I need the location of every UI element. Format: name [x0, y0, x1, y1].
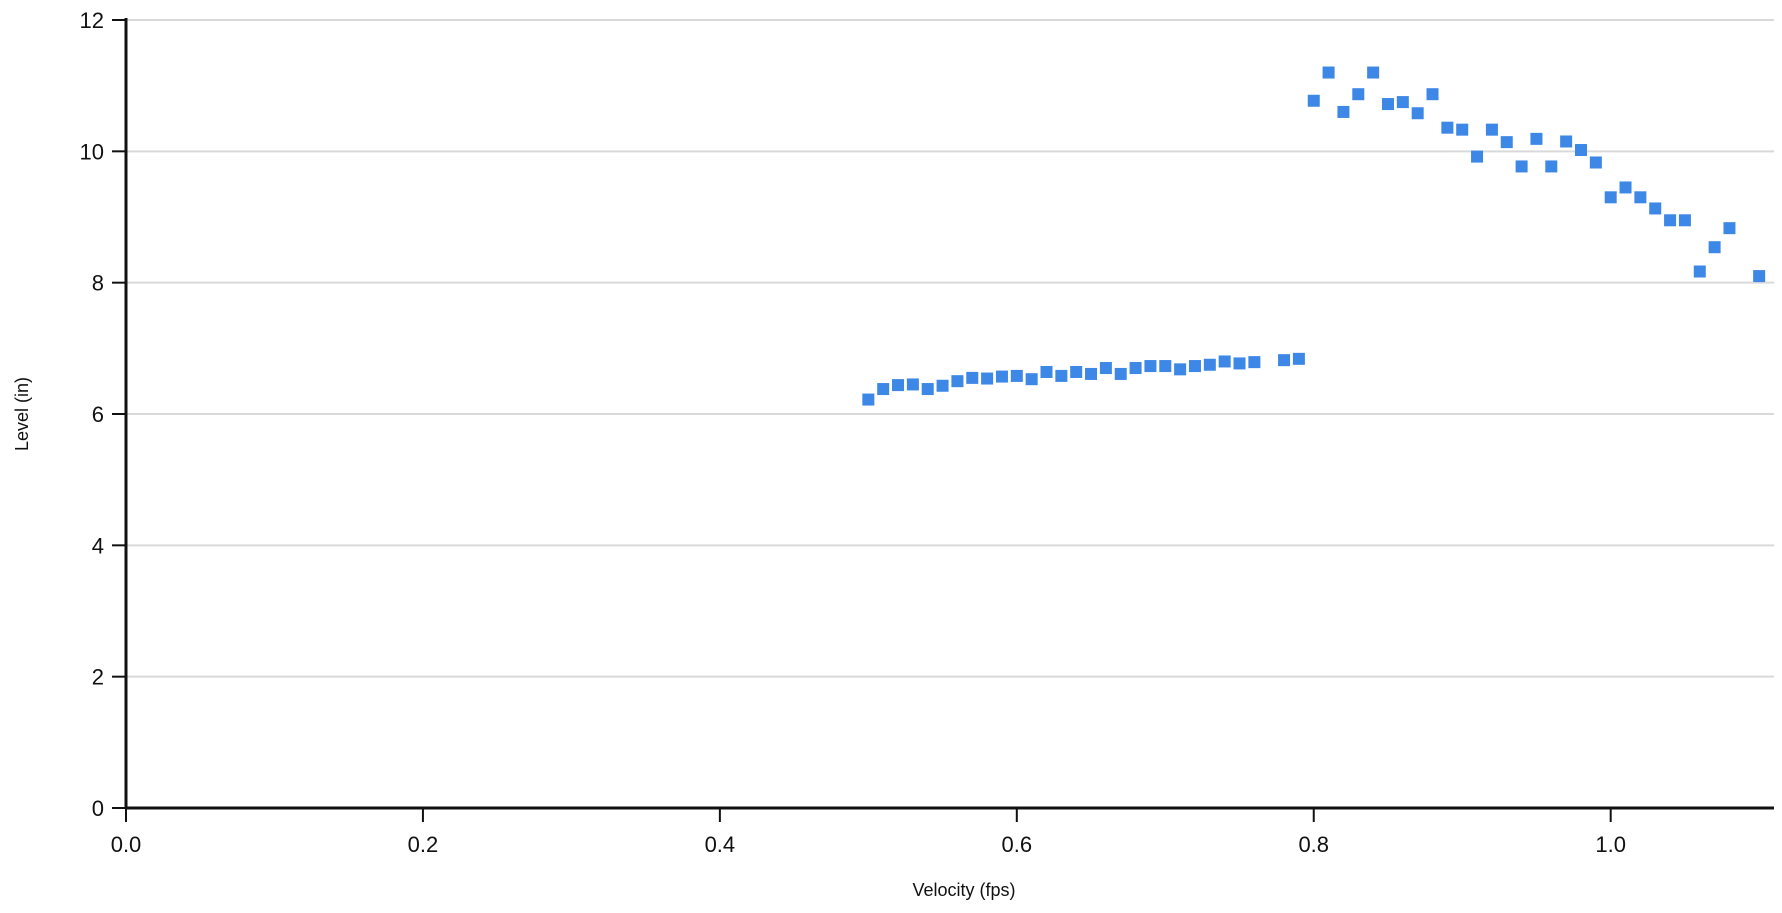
- x-tick-label: 0.4: [705, 832, 736, 857]
- data-point: [877, 383, 890, 396]
- data-point: [1070, 365, 1083, 378]
- data-point: [1456, 123, 1469, 136]
- data-point: [1381, 98, 1394, 111]
- data-point: [1322, 66, 1335, 79]
- data-point: [981, 372, 994, 385]
- data-point: [1352, 88, 1365, 101]
- data-point: [1144, 360, 1157, 373]
- x-axis-title: Velocity (fps): [912, 880, 1015, 900]
- data-point: [1248, 356, 1261, 369]
- data-point: [1471, 150, 1484, 163]
- x-tick-label: 0.6: [1002, 832, 1033, 857]
- y-axis-title: Level (in): [12, 377, 32, 451]
- data-point: [1203, 358, 1216, 371]
- data-point: [1678, 214, 1691, 227]
- data-point: [1649, 202, 1662, 215]
- data-point: [1441, 121, 1454, 134]
- data-point: [1574, 144, 1587, 157]
- x-axis-ticks: 0.0 0.2 0.4 0.6 0.8 1.0: [111, 808, 1626, 857]
- data-point: [936, 379, 949, 392]
- data-point: [1545, 160, 1558, 173]
- data-point: [1619, 181, 1632, 194]
- y-tick-label: 6: [92, 402, 104, 427]
- data-point: [862, 393, 875, 406]
- y-tick-label: 12: [80, 8, 104, 33]
- gridlines: [126, 19, 1774, 678]
- data-point: [1500, 136, 1513, 149]
- data-point: [966, 371, 979, 384]
- y-tick-label: 4: [92, 533, 104, 558]
- data-point: [906, 378, 919, 391]
- data-point: [1085, 367, 1098, 380]
- data-point: [892, 379, 905, 392]
- data-point: [1307, 94, 1320, 107]
- data-point: [1664, 214, 1677, 227]
- data-point: [1693, 265, 1706, 278]
- data-point: [1560, 135, 1573, 148]
- data-point: [1233, 357, 1246, 370]
- y-tick-label: 2: [92, 665, 104, 690]
- x-tick-label: 0.8: [1298, 832, 1329, 857]
- data-point: [1159, 360, 1172, 373]
- data-point: [1411, 107, 1424, 120]
- data-point: [1723, 222, 1736, 235]
- data-point: [995, 370, 1008, 383]
- data-point: [1589, 156, 1602, 169]
- data-point: [1337, 105, 1350, 118]
- y-axis-ticks: 0 2 4 6 8 10 12: [80, 8, 126, 821]
- data-point: [1174, 363, 1187, 376]
- data-point: [1025, 373, 1038, 386]
- data-point: [1604, 191, 1617, 204]
- data-point: [1129, 362, 1142, 375]
- y-tick-label: 8: [92, 271, 104, 296]
- x-tick-label: 0.0: [111, 832, 142, 857]
- data-point: [1753, 270, 1766, 283]
- data-point: [1634, 191, 1647, 204]
- data-point: [1292, 352, 1305, 365]
- data-point: [1530, 132, 1543, 145]
- data-points: [862, 66, 1766, 406]
- data-point: [1485, 123, 1498, 136]
- data-point: [1099, 362, 1112, 375]
- y-tick-label: 0: [92, 796, 104, 821]
- data-point: [1515, 160, 1528, 173]
- data-point: [1426, 88, 1439, 101]
- y-tick-label: 10: [80, 139, 104, 164]
- data-point: [1708, 241, 1721, 254]
- data-point: [1188, 360, 1201, 373]
- data-point: [921, 383, 934, 396]
- data-point: [951, 375, 964, 388]
- data-point: [1396, 96, 1409, 109]
- data-point: [1367, 66, 1380, 79]
- data-point: [1010, 369, 1023, 382]
- data-point: [1278, 354, 1291, 367]
- data-point: [1055, 369, 1068, 382]
- x-tick-label: 1.0: [1595, 832, 1626, 857]
- data-point: [1114, 367, 1127, 380]
- data-point: [1218, 355, 1231, 368]
- data-point: [1040, 365, 1053, 378]
- x-tick-label: 0.2: [408, 832, 439, 857]
